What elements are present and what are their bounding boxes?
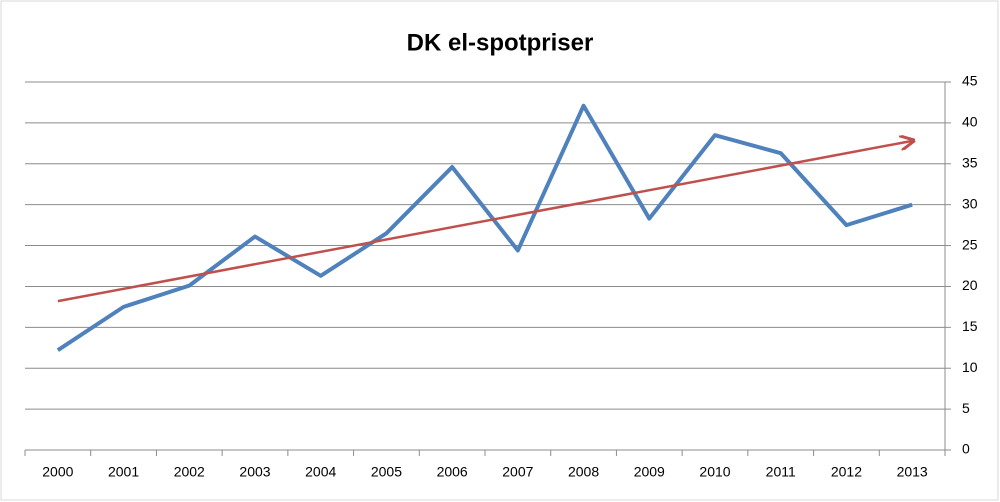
x-tick-label: 2008 bbox=[568, 464, 599, 480]
y-tick-label: 15 bbox=[962, 318, 978, 334]
x-tick-label: 2003 bbox=[239, 464, 270, 480]
y-tick-label: 10 bbox=[962, 359, 978, 375]
y-tick-label: 20 bbox=[962, 277, 978, 293]
x-tick-label: 2010 bbox=[699, 464, 730, 480]
x-tick-label: 2009 bbox=[634, 464, 665, 480]
x-tick-label: 2013 bbox=[897, 464, 928, 480]
x-tick-label: 2002 bbox=[174, 464, 205, 480]
y-tick-label: 25 bbox=[962, 236, 978, 252]
y-tick-label: 0 bbox=[962, 441, 970, 457]
trend-line bbox=[57, 141, 912, 303]
y-tick-label: 30 bbox=[962, 195, 978, 211]
y-tick-label: 35 bbox=[962, 154, 978, 170]
x-tick-label: 2012 bbox=[831, 464, 862, 480]
x-tick-label: 2011 bbox=[766, 464, 796, 480]
x-tick-label: 2007 bbox=[502, 464, 533, 480]
x-tick-label: 2006 bbox=[437, 464, 468, 480]
y-tick-label: 5 bbox=[962, 400, 970, 416]
data-line bbox=[56, 103, 913, 352]
y-tick-label: 45 bbox=[962, 73, 978, 89]
x-tick-label: 2005 bbox=[371, 464, 402, 480]
x-tick-label: 2000 bbox=[42, 464, 73, 480]
x-tick-label: 2001 bbox=[108, 464, 139, 480]
chart-title: DK el-spotpriser bbox=[407, 29, 594, 56]
y-tick-label: 40 bbox=[962, 114, 978, 130]
x-tick-label: 2004 bbox=[305, 464, 336, 480]
